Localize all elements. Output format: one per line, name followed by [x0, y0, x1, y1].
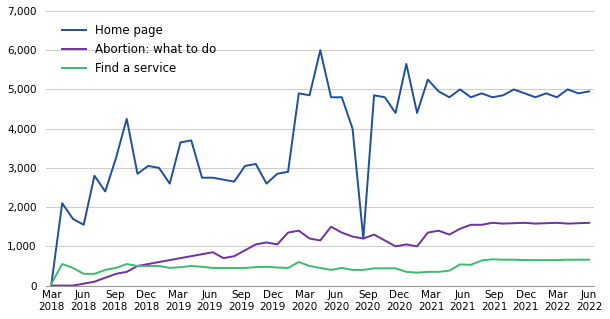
Abortion: what to do: (15.3, 850): what to do: (15.3, 850) [209, 250, 217, 254]
Home page [446, 95, 453, 99]
Find a service [166, 266, 173, 270]
Home page [414, 111, 421, 115]
Find a service [586, 258, 593, 262]
Home page [586, 89, 593, 93]
Find a service [435, 270, 442, 274]
Find a service [220, 266, 227, 270]
Home page [48, 282, 55, 286]
Abortion: what to do: (51, 1.6e+03): what to do: (51, 1.6e+03) [586, 221, 593, 225]
Find a service [209, 266, 217, 270]
Abortion: what to do: (11.2, 650): what to do: (11.2, 650) [166, 258, 173, 262]
Abortion: what to do: (33.7, 1.05e+03): what to do: (33.7, 1.05e+03) [403, 242, 410, 246]
Find a service [48, 282, 55, 286]
Legend: Home page, Abortion: what to do, Find a service: Home page, Abortion: what to do, Find a … [57, 19, 221, 80]
Abortion: what to do: (36.7, 1.4e+03): what to do: (36.7, 1.4e+03) [435, 229, 442, 233]
Line: Home page: Home page [51, 50, 589, 284]
Abortion: what to do: (16.3, 700): what to do: (16.3, 700) [220, 256, 227, 260]
Home page [209, 176, 217, 180]
Home page [166, 182, 173, 185]
Line: Abortion: what to do: Abortion: what to do [51, 223, 589, 286]
Abortion: what to do: (50, 1.59e+03): what to do: (50, 1.59e+03) [575, 221, 582, 225]
Home page [220, 178, 227, 182]
Home page [317, 48, 324, 52]
Find a service [575, 258, 582, 262]
Find a service [403, 270, 410, 274]
Line: Find a service: Find a service [51, 259, 589, 284]
Abortion: what to do: (41.8, 1.6e+03): what to do: (41.8, 1.6e+03) [489, 221, 496, 225]
Find a service [489, 257, 496, 261]
Abortion: what to do: (0, 0): what to do: (0, 0) [48, 284, 55, 287]
Home page [575, 92, 582, 95]
